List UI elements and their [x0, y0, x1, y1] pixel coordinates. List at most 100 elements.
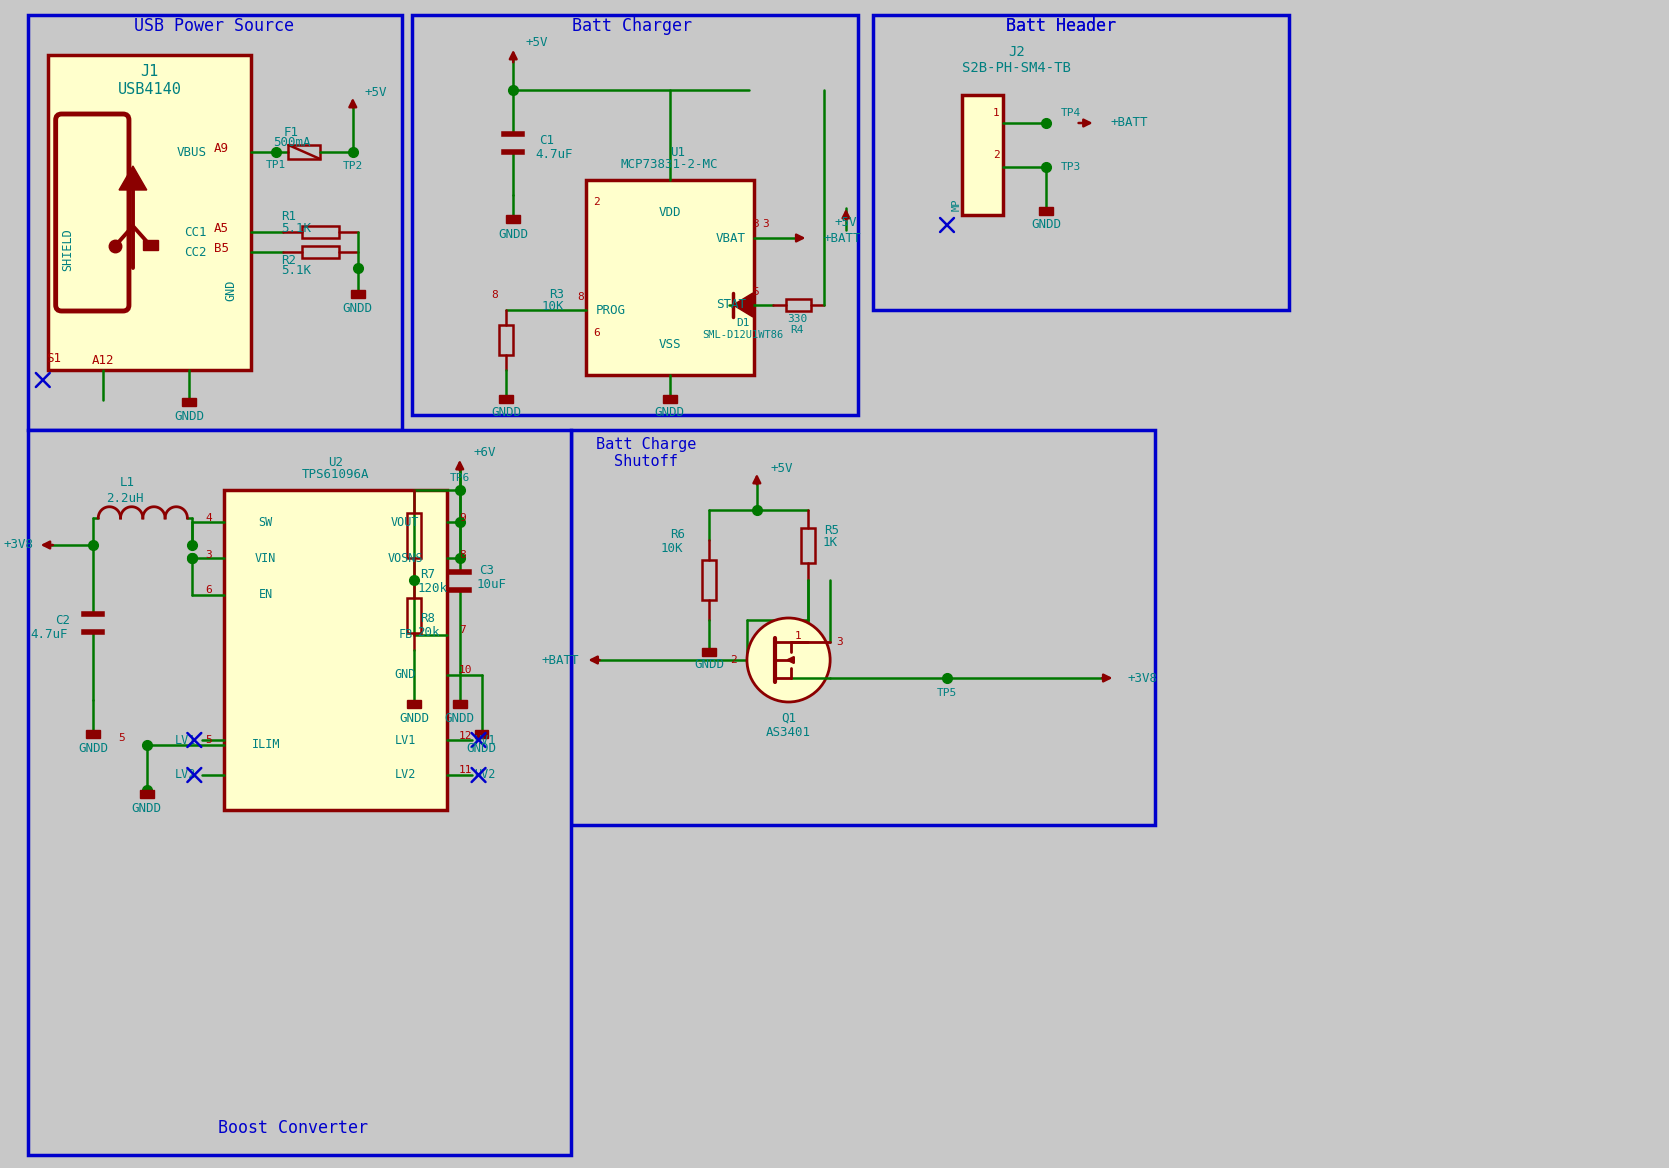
Text: U2: U2 — [327, 456, 342, 468]
Text: B5: B5 — [214, 242, 229, 255]
Text: HV1: HV1 — [474, 734, 496, 746]
Text: Batt Charger: Batt Charger — [572, 18, 693, 35]
Text: +5V: +5V — [364, 85, 387, 98]
Text: Q1: Q1 — [781, 711, 796, 724]
Text: +BATT: +BATT — [823, 231, 861, 244]
Text: R1: R1 — [282, 210, 297, 223]
Text: TP1: TP1 — [265, 160, 285, 171]
Text: +3V8: +3V8 — [3, 538, 33, 551]
Text: A9: A9 — [214, 141, 229, 154]
Text: GNDD: GNDD — [694, 659, 724, 672]
Text: 10uF: 10uF — [477, 578, 507, 591]
Text: +BATT: +BATT — [1110, 117, 1148, 130]
Bar — [663, 395, 676, 403]
Text: GNDD: GNDD — [342, 301, 372, 314]
Bar — [350, 290, 364, 298]
Text: TP2: TP2 — [342, 161, 362, 171]
Text: MP: MP — [951, 199, 961, 211]
Bar — [182, 398, 197, 406]
Bar — [87, 730, 100, 738]
Text: EN: EN — [259, 589, 272, 602]
Text: 11: 11 — [459, 765, 472, 776]
Text: 3: 3 — [753, 220, 759, 229]
Bar — [224, 491, 447, 809]
Text: GNDD: GNDD — [1031, 218, 1061, 231]
Text: Boost Converter: Boost Converter — [219, 1119, 369, 1136]
Text: 7: 7 — [459, 625, 466, 635]
Bar — [571, 430, 1155, 825]
Text: C3: C3 — [479, 563, 494, 577]
Text: 9: 9 — [459, 513, 466, 523]
Text: 3: 3 — [205, 550, 212, 559]
Text: 330: 330 — [788, 314, 808, 324]
Bar — [140, 790, 154, 798]
Bar — [786, 299, 811, 311]
Bar — [289, 145, 320, 159]
Text: CC1: CC1 — [184, 225, 207, 238]
Text: +BATT: +BATT — [541, 654, 579, 667]
Text: VSS: VSS — [659, 339, 681, 352]
Bar — [452, 700, 467, 708]
Text: GNDD: GNDD — [444, 711, 474, 724]
Bar — [302, 246, 339, 258]
Text: TP6: TP6 — [449, 473, 471, 484]
Text: 5: 5 — [205, 735, 212, 745]
Text: GNDD: GNDD — [78, 742, 108, 755]
Text: 6: 6 — [594, 328, 601, 338]
Text: FB: FB — [399, 628, 412, 641]
Bar — [961, 95, 1003, 215]
Text: VOUT: VOUT — [391, 515, 419, 528]
Text: GNDD: GNDD — [174, 410, 204, 423]
Bar — [474, 730, 489, 738]
Bar — [1040, 207, 1053, 215]
Bar — [407, 513, 421, 557]
Text: STAT: STAT — [716, 299, 746, 312]
Text: U1: U1 — [671, 146, 686, 159]
Text: GNDD: GNDD — [491, 405, 521, 418]
Polygon shape — [118, 166, 147, 190]
Text: GNDD: GNDD — [132, 801, 162, 814]
Text: 8: 8 — [492, 290, 499, 300]
Text: LV2: LV2 — [394, 769, 416, 781]
Text: 5.1K: 5.1K — [282, 222, 312, 235]
Bar — [28, 430, 571, 1155]
Text: 8: 8 — [577, 292, 584, 303]
Text: USB4140: USB4140 — [118, 83, 182, 97]
Text: S2B-PH-SM4-TB: S2B-PH-SM4-TB — [961, 61, 1071, 75]
Text: 8: 8 — [459, 550, 466, 559]
Text: R2: R2 — [282, 253, 297, 266]
Text: 20k: 20k — [417, 626, 439, 639]
Text: TP4: TP4 — [1061, 107, 1082, 118]
Text: A5: A5 — [214, 222, 229, 235]
Text: +5V: +5V — [771, 461, 793, 474]
Bar — [499, 395, 514, 403]
Text: GND: GND — [224, 279, 237, 300]
Text: R7: R7 — [421, 569, 436, 582]
Text: PROG: PROG — [596, 304, 626, 317]
Text: R6: R6 — [671, 528, 686, 542]
Text: SW: SW — [259, 515, 272, 528]
Text: GNDD: GNDD — [467, 742, 497, 755]
Text: 5: 5 — [753, 287, 759, 297]
Text: F1: F1 — [284, 125, 299, 139]
Text: +3V8: +3V8 — [1127, 672, 1157, 684]
Bar — [412, 15, 858, 415]
Text: 3: 3 — [836, 637, 843, 647]
Text: J2: J2 — [1008, 46, 1025, 60]
Text: R3: R3 — [549, 288, 564, 301]
Text: TP3: TP3 — [1061, 162, 1082, 172]
Text: Batt Charge: Batt Charge — [596, 438, 696, 452]
Text: J1: J1 — [140, 64, 159, 79]
Text: SHIELD: SHIELD — [62, 229, 73, 271]
Text: 2: 2 — [594, 197, 601, 207]
Text: GND: GND — [394, 668, 416, 681]
Text: LV1: LV1 — [175, 734, 197, 746]
Text: VBUS: VBUS — [177, 146, 207, 159]
Text: 2: 2 — [993, 150, 1000, 160]
Text: 4.7uF: 4.7uF — [536, 148, 572, 161]
Text: 10: 10 — [459, 665, 472, 675]
Bar — [703, 559, 716, 600]
Text: GNDD: GNDD — [499, 228, 527, 241]
Text: Batt Header: Batt Header — [1006, 18, 1117, 35]
Text: C1: C1 — [539, 133, 554, 146]
